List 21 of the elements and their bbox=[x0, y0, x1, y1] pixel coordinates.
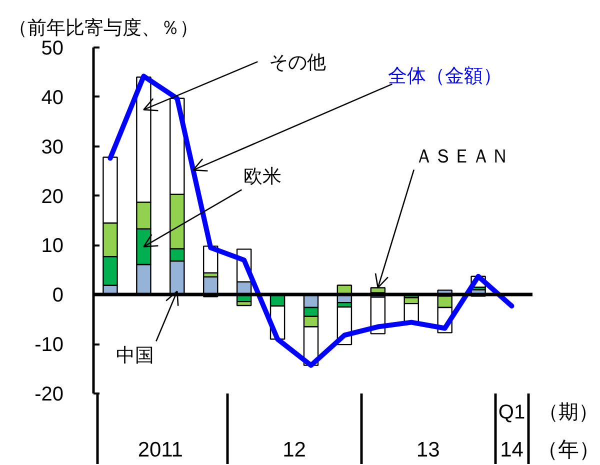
text: 中国 bbox=[116, 344, 154, 366]
x-tick-label: Q1 bbox=[498, 402, 526, 424]
text: 2011 bbox=[138, 438, 184, 462]
y-tick-label: 20 bbox=[41, 186, 64, 208]
text: その他 bbox=[269, 52, 326, 74]
y-tick-label: -20 bbox=[34, 384, 64, 406]
y-axis-title: （前年比寄与度、％） bbox=[8, 17, 198, 39]
text: 12 bbox=[282, 438, 306, 462]
text: （年） bbox=[537, 438, 600, 462]
text: （期） bbox=[538, 402, 598, 424]
y-tick-label: 0 bbox=[52, 284, 64, 307]
text: 全体（金額） bbox=[388, 65, 502, 88]
text: ＡＳＥＡＮ bbox=[414, 146, 510, 168]
y-tick-label: 50 bbox=[41, 38, 64, 60]
y-tick-label: -10 bbox=[34, 334, 64, 356]
text: 13 bbox=[416, 438, 440, 462]
legend-label: 欧米 bbox=[244, 166, 282, 188]
y-tick-label: 30 bbox=[41, 136, 64, 158]
text: 14 bbox=[500, 438, 524, 462]
y-tick-label: 10 bbox=[41, 235, 64, 258]
y-tick-label: 40 bbox=[41, 86, 64, 109]
